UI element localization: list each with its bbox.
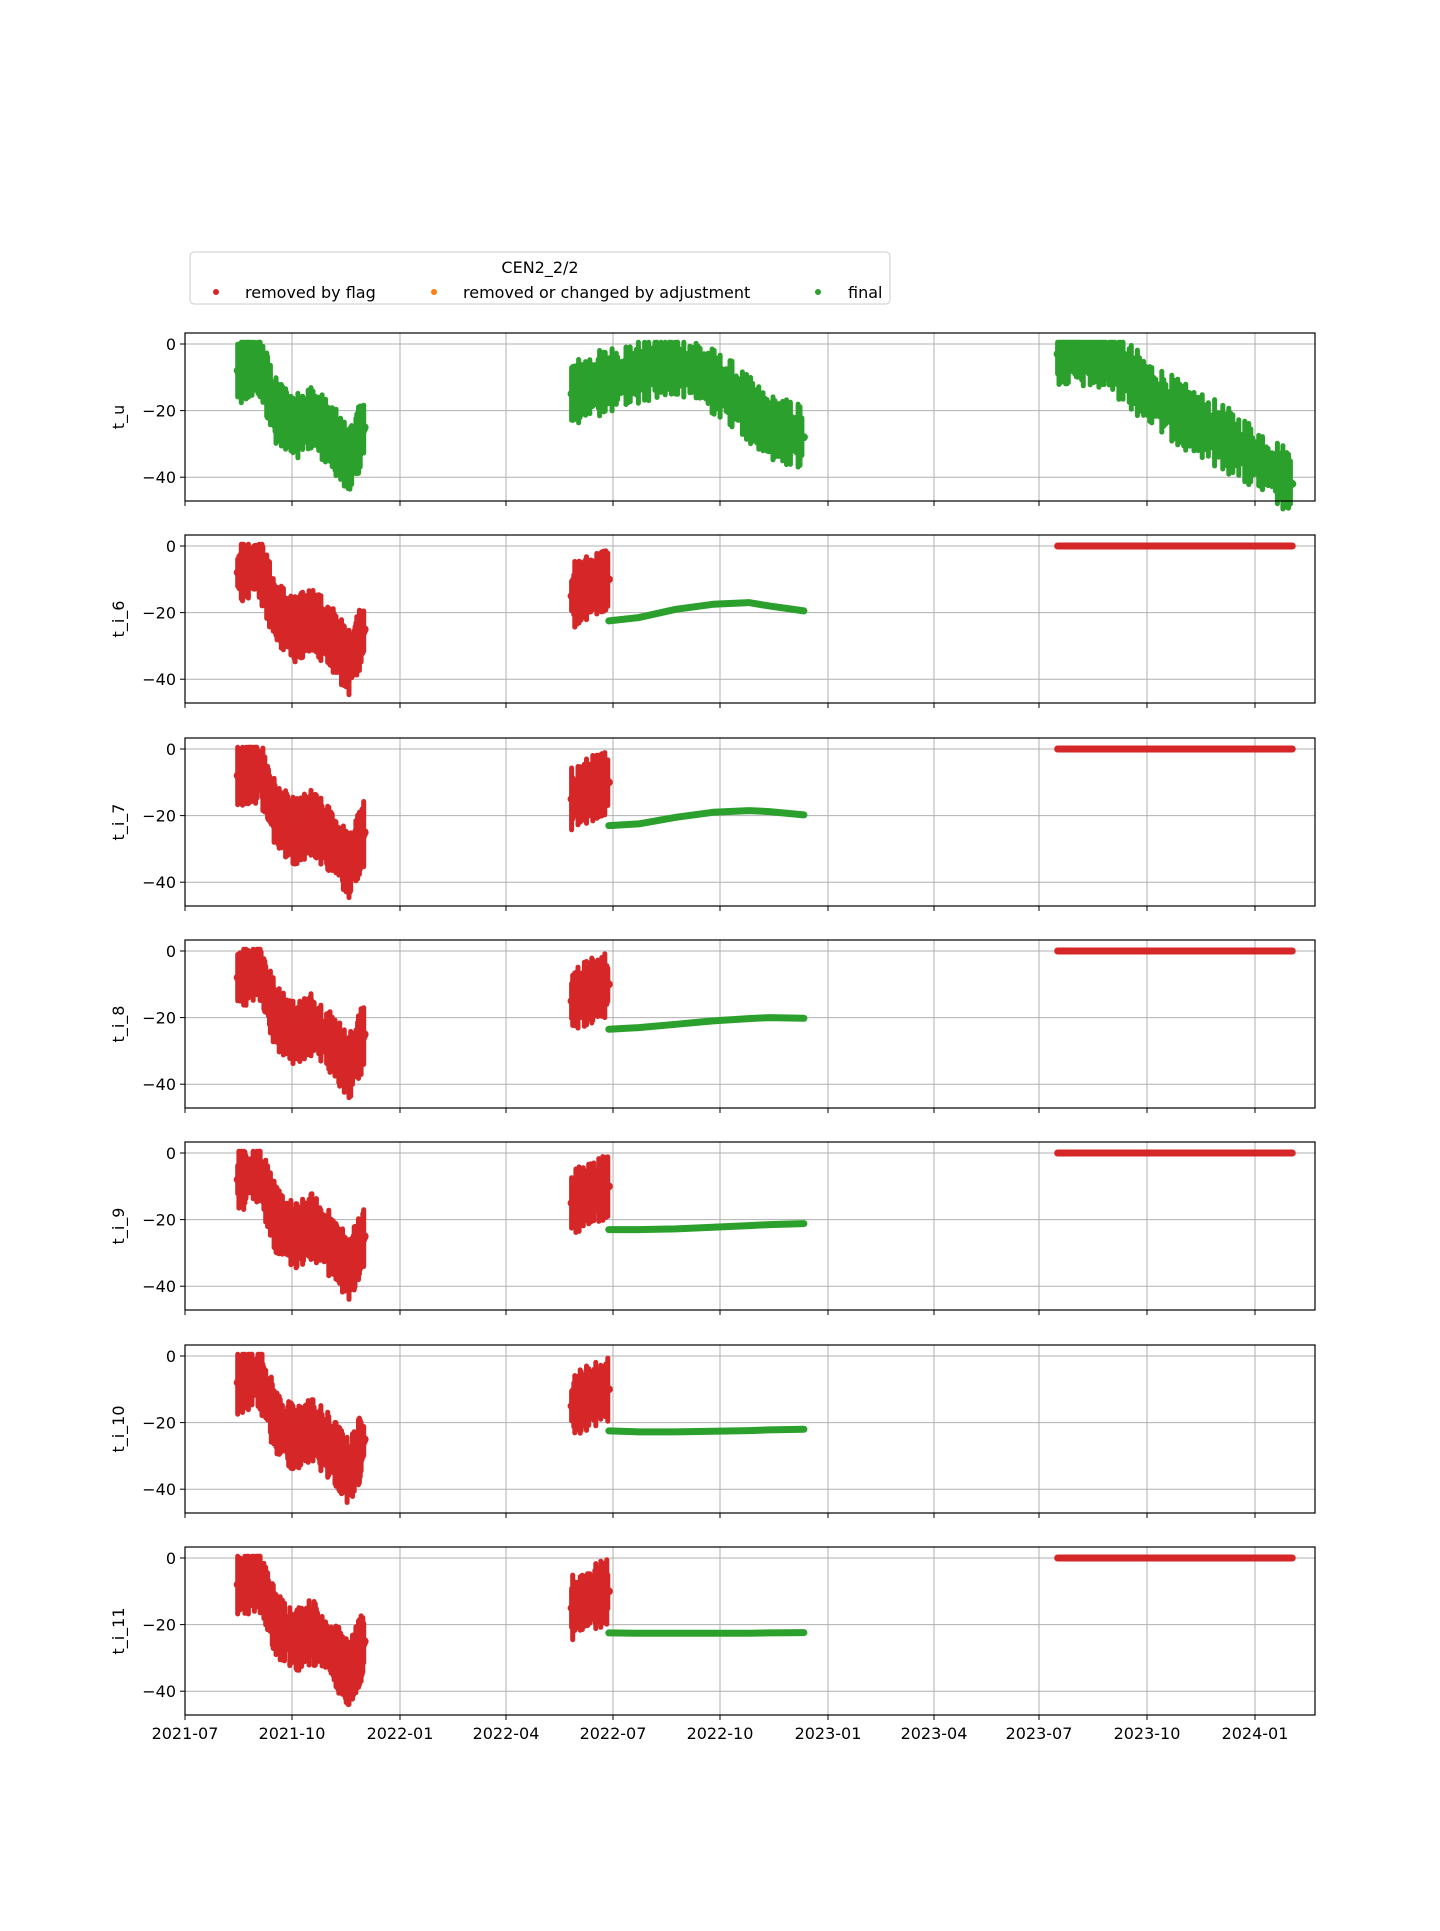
- y-tick-label: −20: [142, 1211, 176, 1230]
- y-tick-label: −20: [142, 604, 176, 623]
- y-tick-label: −20: [142, 1009, 176, 1028]
- x-tick-label: 2022-10: [687, 1724, 754, 1743]
- x-tick-label: 2021-10: [259, 1724, 326, 1743]
- y-tick-label: −40: [142, 873, 176, 892]
- panel-t_u: 0 −20 −40 t_u: [109, 332, 1316, 512]
- series-final: [605, 1220, 808, 1234]
- axes-frame: [184, 737, 1316, 907]
- series-removed-by-flag: [233, 946, 1296, 1101]
- y-tick-label: −20: [142, 1616, 176, 1635]
- y-tick-label: 0: [166, 537, 176, 556]
- panel-t_i_8: 0 −20 −40 t_i_8: [109, 939, 1316, 1113]
- y-tick-label: −20: [142, 402, 176, 421]
- x-tick-label: 2021-07: [152, 1724, 219, 1743]
- legend-title: CEN2_2/2: [501, 258, 578, 278]
- series-removed-by-flag: [233, 1148, 1296, 1302]
- y-axis-label: t_i_11: [109, 1607, 129, 1654]
- axes-frame: [184, 1344, 1316, 1514]
- legend-marker-removed-by-flag: [213, 289, 219, 295]
- legend-label-removed-by-flag: removed by flag: [245, 283, 376, 302]
- y-axis-label: t_i_8: [109, 1006, 129, 1043]
- y-axis-label: t_i_6: [109, 601, 129, 638]
- x-tick-label: 2023-04: [901, 1724, 968, 1743]
- x-tick-label: 2023-07: [1006, 1724, 1073, 1743]
- y-axis-label: t_u: [109, 405, 129, 429]
- y-axis-label: t_i_7: [109, 804, 129, 841]
- axes-frame: [184, 1141, 1316, 1311]
- panel-t_i_6: 0 −20 −40 t_i_6: [109, 534, 1316, 708]
- panels: 0 −20 −40 t_u 0 −20 −40 t_i_6 0 −20 −40 t_i_7 0 −20 −4…: [109, 332, 1316, 1743]
- y-tick-label: 0: [166, 335, 176, 354]
- data-trend: [605, 1629, 808, 1637]
- x-tick-label: 2022-01: [367, 1724, 434, 1743]
- y-axis-label: t_i_10: [109, 1405, 129, 1452]
- y-tick-label: −40: [142, 1075, 176, 1094]
- axes-frame: [184, 939, 1316, 1109]
- legend-marker-removed-or-changed: [431, 289, 437, 295]
- y-tick-label: −20: [142, 807, 176, 826]
- axes-frame: [184, 332, 1316, 502]
- legend-label-final: final: [848, 283, 882, 302]
- legend-label-removed-or-changed: removed or changed by adjustment: [463, 283, 750, 302]
- y-tick-label: 0: [166, 942, 176, 961]
- y-tick-label: −40: [142, 1277, 176, 1296]
- x-tick-label: 2022-04: [473, 1724, 540, 1743]
- y-tick-label: −40: [142, 1682, 176, 1701]
- series-removed-by-flag: [233, 744, 1296, 901]
- series-final: [605, 599, 808, 625]
- series-final: [605, 807, 808, 830]
- y-tick-label: 0: [166, 1347, 176, 1366]
- series-final: [605, 1629, 808, 1637]
- series-final: [233, 339, 1297, 512]
- x-tick-label: 2023-01: [795, 1724, 862, 1743]
- legend-frame: [189, 251, 891, 305]
- series-final: [605, 1425, 808, 1436]
- panel-t_i_10: 0 −20 −40 t_i_10: [109, 1344, 1316, 1518]
- data-trend: [605, 599, 808, 625]
- x-tick-label: 2024-01: [1222, 1724, 1289, 1743]
- y-tick-label: −40: [142, 1480, 176, 1499]
- panel-t_i_7: 0 −20 −40 t_i_7: [109, 737, 1316, 911]
- series-removed-by-flag: [233, 1553, 1296, 1707]
- y-tick-label: −40: [142, 468, 176, 487]
- panel-t_i_11: 0 −20 −40 t_i_11 2021-07 2021-10 2022-01 2022-0…: [109, 1546, 1316, 1743]
- y-axis-label: t_i_9: [109, 1208, 129, 1245]
- data-trend: [605, 1014, 808, 1033]
- y-tick-label: −40: [142, 670, 176, 689]
- x-tick-label: 2022-07: [580, 1724, 647, 1743]
- series-removed-by-flag: [233, 1351, 613, 1505]
- legend: CEN2_2/2 removed by flag removed or chan…: [189, 251, 891, 305]
- data-trend: [605, 807, 808, 830]
- y-tick-label: −20: [142, 1414, 176, 1433]
- data-trend: [605, 1220, 808, 1234]
- series-final: [605, 1014, 808, 1033]
- data-trend: [605, 1425, 808, 1436]
- y-tick-label: 0: [166, 740, 176, 759]
- axes-frame: [184, 1546, 1316, 1716]
- y-tick-label: 0: [166, 1144, 176, 1163]
- y-tick-label: 0: [166, 1549, 176, 1568]
- series-removed-by-flag: [233, 541, 1296, 698]
- x-tick-label: 2023-10: [1114, 1724, 1181, 1743]
- axes-frame: [184, 534, 1316, 704]
- legend-marker-final: [815, 289, 821, 295]
- panel-t_i_9: 0 −20 −40 t_i_9: [109, 1141, 1316, 1315]
